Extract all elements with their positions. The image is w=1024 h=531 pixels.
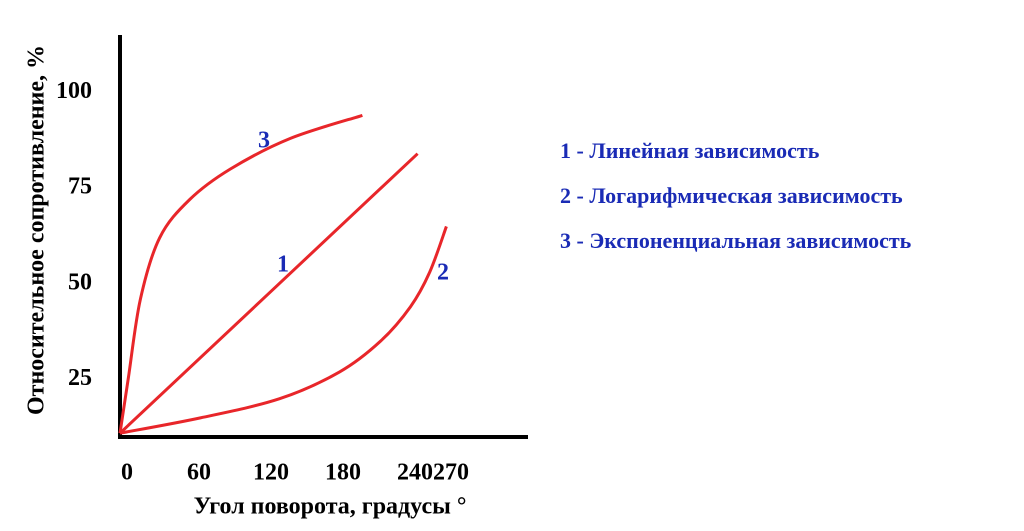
- curve-label: 2: [437, 260, 449, 286]
- legend-entry: 2 - Логарифмическая зависимость: [560, 183, 903, 208]
- curve-label: 1: [277, 252, 289, 278]
- x-tick-label: 240: [397, 460, 433, 486]
- y-tick-label: 50: [68, 269, 92, 295]
- y-tick-label: 75: [68, 174, 92, 200]
- curve-label: 3: [258, 128, 270, 154]
- legend-entry: 3 - Экспоненциальная зависимость: [560, 228, 912, 253]
- x-axis-title: Угол поворота, градусы °: [194, 494, 467, 520]
- y-tick-label: 100: [56, 78, 92, 104]
- y-tick-label: 25: [68, 365, 92, 391]
- line: [119, 225, 448, 435]
- legend-entry: 1 - Линейная зависимость: [560, 138, 820, 163]
- x-tick-label: 180: [325, 460, 361, 486]
- x-tick-label: 0: [121, 460, 133, 486]
- y-axis-title: Относительное сопротивление, %: [24, 45, 50, 415]
- x-tick-label: 60: [187, 460, 211, 486]
- line: [118, 152, 419, 435]
- x-tick-label: 270: [433, 460, 469, 486]
- x-tick-label: 120: [253, 460, 289, 486]
- line: [118, 113, 363, 434]
